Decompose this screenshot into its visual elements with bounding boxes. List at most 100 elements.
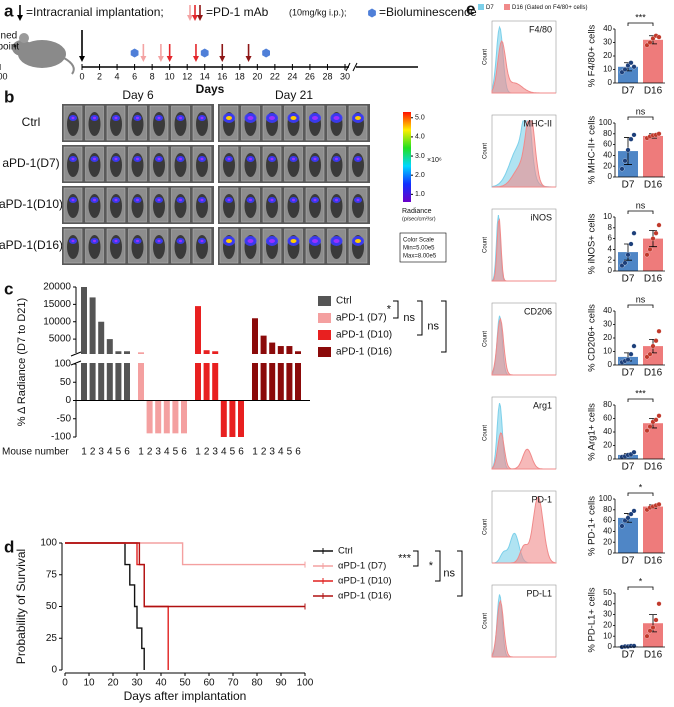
y-tick-label: 20 [603, 161, 612, 170]
bioluminescence-image [62, 145, 214, 183]
row-label: aPD-1(D7) [2, 156, 59, 170]
legend-swatch [318, 330, 331, 340]
histogram [491, 40, 556, 94]
signal-core [227, 198, 231, 202]
y-tick-label: 0 [608, 454, 613, 463]
significance-bracket [413, 550, 419, 567]
marker-label: iNOS [530, 212, 552, 222]
y-tick-label: 10 [603, 212, 612, 221]
y-tick-label: 20 [603, 333, 612, 342]
legend-hexagon [368, 8, 376, 18]
x-tick-label: 28 [322, 71, 332, 81]
signal-core [179, 198, 182, 202]
treatment-arrow-head [219, 56, 226, 62]
significance-bracket [627, 210, 654, 214]
signal-core [335, 198, 338, 202]
bar [643, 238, 663, 271]
x-tick-label: D16 [644, 462, 663, 473]
y-tick-label: 5000 [49, 334, 72, 345]
legend-swatch [504, 4, 510, 10]
significance-bracket [627, 22, 654, 26]
column-title: Day 21 [275, 88, 313, 102]
y-tick-label: 30 [603, 320, 612, 329]
data-point [650, 625, 656, 631]
signal-core [71, 239, 75, 243]
significance-label: ns [636, 200, 646, 210]
data-point [631, 643, 637, 649]
bar [146, 400, 153, 434]
histogram [491, 599, 556, 658]
histogram-y-title: Count [483, 49, 489, 65]
y-tick-label: 0 [608, 642, 613, 651]
bioluminescence-image [218, 104, 370, 142]
x-tick-label: 90 [275, 678, 287, 689]
histogram-y-title: Count [483, 143, 489, 159]
y-tick-label: -50 [57, 413, 72, 424]
data-point [656, 501, 662, 507]
signal-core [179, 239, 182, 243]
x-tick-label: 20 [107, 678, 119, 689]
signal-core [179, 116, 182, 120]
bar [220, 400, 227, 437]
x-tick-label: 40 [155, 678, 167, 689]
x-tick-label: 22 [270, 71, 280, 81]
y-tick-label: 6 [608, 234, 613, 243]
legend-text: =Intracranial implantation; [26, 5, 164, 19]
x-tick-label: 20 [252, 71, 262, 81]
significance-bracket [627, 116, 654, 120]
colorbar-tick-label: 2.0 [415, 172, 425, 179]
signal-core [157, 239, 161, 243]
significance-bracket [627, 398, 654, 402]
imaging-hexagon [200, 48, 209, 58]
bar [155, 400, 162, 434]
y-tick-label: 10 [603, 347, 612, 356]
signal-core [290, 239, 297, 243]
significance-bracket [627, 586, 654, 590]
x-tick-label: 5 [230, 447, 236, 458]
y-tick-label: 60 [603, 140, 612, 149]
signal-core [247, 239, 254, 243]
treatment-arrow [157, 44, 164, 62]
x-tick-label: 4 [221, 447, 227, 458]
signal-core [312, 116, 318, 120]
signal-core [312, 239, 318, 243]
mouse-icon [12, 33, 75, 75]
data-point [656, 34, 662, 40]
signal-core [179, 157, 182, 161]
legend-label: Ctrl [336, 296, 352, 307]
bar [181, 400, 187, 434]
panel-label: e [466, 0, 475, 18]
legend-arrow [17, 5, 23, 21]
signal-core [93, 116, 96, 120]
x-tick-label: D16 [644, 556, 663, 567]
scale-box [399, 232, 447, 263]
bar [195, 306, 201, 401]
treatment-arrow [192, 44, 199, 62]
data-point [647, 40, 653, 45]
data-point [656, 413, 662, 419]
signal-core [200, 198, 204, 202]
y-tick-label: 20 [603, 621, 612, 630]
y-axis-title: % Δ Radiance (D7 to D21) [16, 298, 28, 426]
treatment-arrow [140, 44, 147, 62]
imaging-hexagon [130, 48, 139, 58]
bioluminescence-image [218, 227, 370, 265]
data-point [625, 147, 631, 153]
x-tick-label: 18 [235, 71, 245, 81]
panel-label: a [4, 1, 14, 20]
y-tick-label: 50 [46, 601, 58, 612]
signal-core [270, 157, 274, 161]
x-tick-label: D7 [622, 556, 635, 567]
x-tick-label: 30 [131, 678, 143, 689]
signal-core [333, 239, 340, 243]
axis-break [70, 351, 82, 366]
y-tick-label: 20 [603, 441, 612, 450]
histogram [492, 496, 557, 564]
survival-curve [65, 542, 145, 670]
signal-core [269, 239, 275, 243]
x-tick-label: D16 [644, 86, 663, 97]
y-tick-label: -100 [51, 432, 71, 443]
legend-text: =PD-1 mAb [206, 5, 269, 19]
colorbar-unit: ×10⁶ [427, 157, 442, 164]
